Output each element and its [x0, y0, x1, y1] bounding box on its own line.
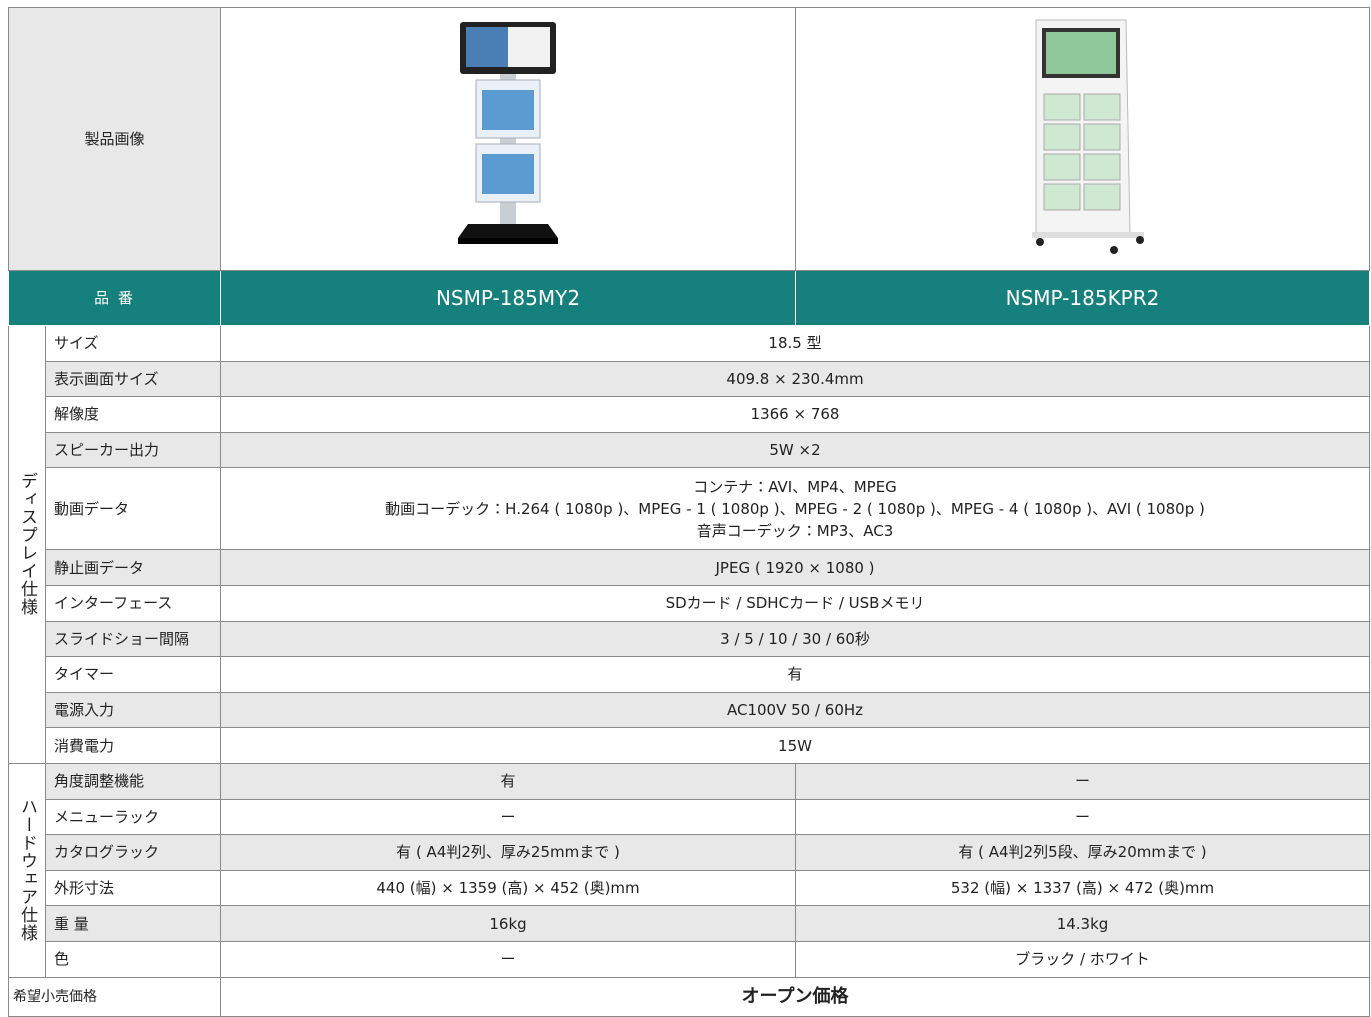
spec-label: 重 量	[44, 905, 222, 942]
spec-label: 解像度	[44, 396, 222, 433]
spec-row: カタログラック有 ( A4判2列、厚み25mmまで ) 有 ( A4判2列5段、厚…	[9, 834, 1371, 871]
spec-label: メニューラック	[44, 798, 222, 836]
spec-row: 静止画データ JPEG ( 1920 × 1080 )	[9, 549, 1371, 586]
image-label: 製品画像	[7, 7, 222, 271]
product-image	[1031, 19, 1144, 254]
spec-value: 有 ( A4判2列、厚み25mmまで )	[220, 834, 797, 871]
spec-row: 外形寸法 440 (幅) × 1359 (高) × 452 (奥)mm 532 (幅…	[9, 869, 1371, 907]
group-label: ハードウェア仕様	[8, 762, 46, 978]
header-label: 品 番	[7, 270, 222, 326]
spec-table: 製品画像	[7, 7, 1371, 1017]
spec-value: ー	[795, 798, 1371, 836]
spec-label: 電源入力	[44, 691, 222, 729]
spec-row: インターフェース SDカード / SDHCカード / USBメモリ	[9, 584, 1371, 622]
spec-value: 16kg	[220, 905, 797, 942]
spec-value: 18.5 型	[220, 325, 1371, 362]
spec-label: 動画データ	[44, 467, 222, 551]
product-image-cell	[795, 7, 1371, 271]
header-row: 品 番 NSMP-185MY2 NSMP-185KPR2	[7, 270, 1371, 326]
price-label: 希望小売価格	[7, 976, 222, 1017]
table-body: 製品画像	[7, 7, 1371, 1017]
spec-line: 音声コーデック：MP3、AC3	[696, 521, 894, 540]
spec-label: サイズ	[44, 325, 222, 362]
spec-row: タイマー有	[9, 656, 1371, 693]
product-name: NSMP-185MY2	[220, 270, 797, 326]
spec-label: スライドショー間隔	[44, 620, 222, 658]
spec-line: 動画コーデック：H.264 ( 1080p )、MPEG - 1 ( 1080p…	[385, 499, 1205, 518]
price-value: オープン価格	[220, 976, 1371, 1017]
spec-line: コンテナ：AVI、MP4、MPEG	[693, 477, 897, 496]
spec-value: 1366 × 768	[220, 396, 1371, 433]
spec-row: スライドショー間隔 3 / 5 / 10 / 30 / 60秒	[9, 620, 1371, 658]
image-row: 製品画像	[7, 7, 1371, 271]
spec-row: 解像度 1366 × 768	[9, 396, 1371, 433]
spec-value: ー	[795, 762, 1371, 800]
spec-row: 動画データ コンテナ：AVI、MP4、MPEG 動画コーデック：H.264 ( 10…	[9, 467, 1371, 551]
price-row: 希望小売価格 オープン価格	[7, 976, 1371, 1017]
spec-label: 色	[44, 940, 222, 978]
spec-value: 15W	[220, 727, 1371, 764]
spec-value: ブラック / ホワイト	[795, 940, 1371, 978]
spec-value: 440 (幅) × 1359 (高) × 452 (奥)mm	[220, 869, 797, 907]
spec-value: 5W ×2	[220, 431, 1371, 469]
spec-row: メニューラックーー	[9, 798, 1371, 836]
spec-row: ハードウェア仕様 角度調整機能有ー	[8, 762, 1371, 978]
spec-value: 有	[220, 762, 797, 800]
spec-value: 有	[220, 656, 1371, 693]
spec-value: 有 ( A4判2列5段、厚み20mmまで )	[795, 834, 1371, 871]
spec-value: AC100V 50 / 60Hz	[220, 691, 1371, 729]
spec-row: 重 量 16kg 14.3kg	[9, 905, 1371, 942]
group-label: ディスプレイ仕様	[8, 325, 46, 764]
spec-value: コンテナ：AVI、MP4、MPEG 動画コーデック：H.264 ( 1080p )…	[220, 467, 1371, 551]
spec-label: 表示画面サイズ	[44, 360, 222, 398]
spec-row: スピーカー出力 5W ×2	[9, 431, 1371, 469]
spec-row: 電源入力 AC100V 50 / 60Hz	[9, 691, 1371, 729]
product-name: NSMP-185KPR2	[795, 270, 1371, 326]
spec-value: 409.8 × 230.4mm	[220, 360, 1371, 398]
spec-value: SDカード / SDHCカード / USBメモリ	[220, 584, 1371, 622]
spec-label: インターフェース	[44, 584, 222, 622]
spec-value: JPEG ( 1920 × 1080 )	[220, 549, 1371, 586]
spec-row: 色ーブラック / ホワイト	[9, 940, 1371, 978]
spec-label: タイマー	[44, 656, 222, 693]
spec-value: ー	[220, 798, 797, 836]
spec-value: 3 / 5 / 10 / 30 / 60秒	[220, 620, 1371, 658]
product-image-cell	[220, 7, 797, 271]
spec-label: 外形寸法	[44, 869, 222, 907]
spec-label: 静止画データ	[44, 549, 222, 586]
spec-row: ディスプレイ仕様 サイズ 18.5 型	[8, 325, 1371, 764]
spec-label: スピーカー出力	[44, 431, 222, 469]
product-image	[458, 22, 559, 244]
spec-row: 消費電力 15W	[9, 727, 1371, 764]
spec-value: 532 (幅) × 1337 (高) × 472 (奥)mm	[795, 869, 1371, 907]
spec-value: 14.3kg	[795, 905, 1371, 942]
spec-label: 角度調整機能	[44, 762, 222, 800]
spec-label: カタログラック	[44, 834, 222, 871]
spec-label: 消費電力	[44, 727, 222, 764]
spec-row: 表示画面サイズ 409.8 × 230.4mm	[9, 360, 1371, 398]
spec-value: ー	[220, 940, 797, 978]
